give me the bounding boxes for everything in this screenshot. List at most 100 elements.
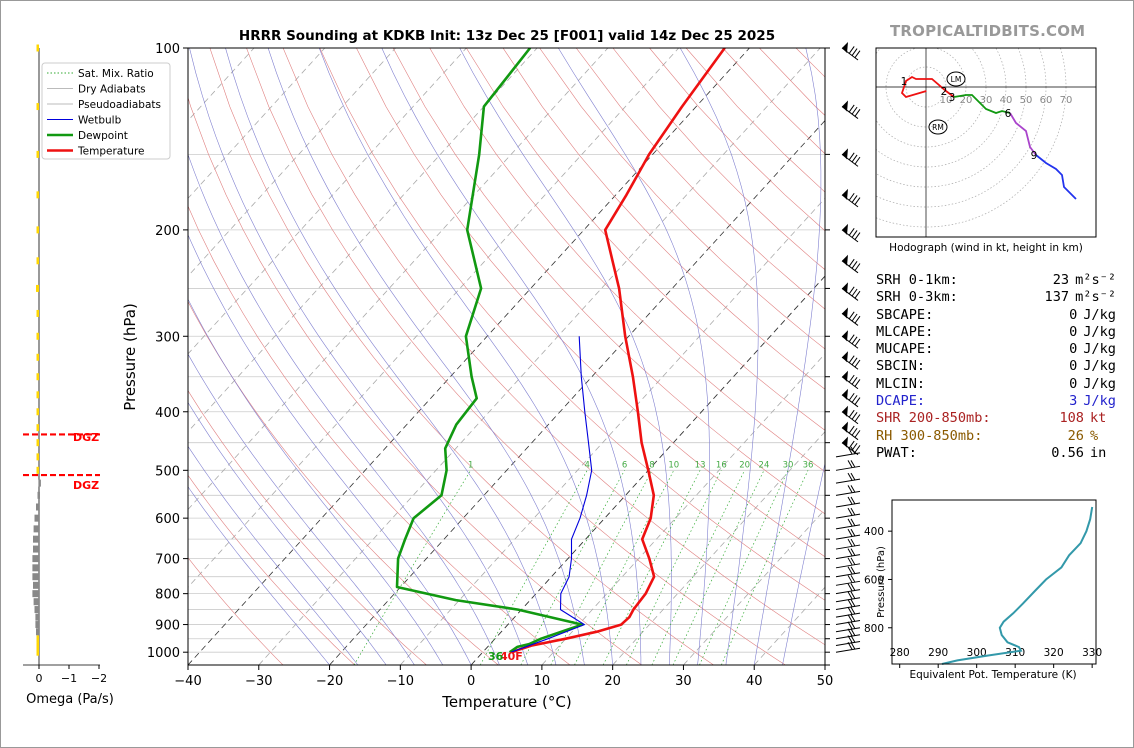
isotherm-line [188,48,750,665]
legend-item-label: Pseudoadiabats [78,99,161,111]
mixing-ratio-line [626,470,722,665]
omega-bar [36,466,39,474]
barb-feather [848,258,855,267]
barb-feather [847,472,853,481]
barb-flag [842,330,848,342]
thetae-x-tick: 330 [1082,647,1102,659]
omega-bar [32,555,39,563]
omega-bar [36,453,39,461]
pseudoadiabat [679,48,759,665]
barb-staff [835,502,861,508]
hodograph-caption: Hodograph (wind in kt, height in km) [889,242,1083,254]
wind-barb [835,591,861,603]
omega-bar [33,535,39,543]
wind-barb [835,528,861,540]
barb-feather [848,392,855,401]
stat-row: MLCAPE: 0 J/kg [876,324,1116,341]
barb-flag [842,100,848,112]
barb-feather [854,397,861,405]
barb-staff [835,634,861,640]
mixing-ratio-line [721,470,809,665]
mixing-ratio-line [550,470,653,665]
y-tick-label: 200 [155,224,180,239]
surface-dewp-label: 36 [488,650,504,663]
barb-feather [851,288,858,297]
wind-barb [835,446,861,458]
barb-staff [835,605,861,611]
x-tick-label: 0 [467,674,475,689]
barb-feather [851,376,858,385]
barb-staff [835,647,861,653]
stat-row: SRH 0-1km: 23 m²s⁻² [876,272,1116,289]
barb-feather [850,485,856,493]
isotherm-line [188,48,538,433]
hodo-segment [1035,154,1077,200]
stat-unit: J/kg [1083,323,1116,340]
y-tick-label: 700 [155,553,180,568]
barb-feather [854,414,861,422]
legend: Sat. Mix. Ratio Dry Adiabats Pseudoadiabat… [41,62,171,160]
dry-adiabat [282,48,825,646]
barb-flag [842,421,848,433]
pseudoadiabat [318,48,613,665]
mixing-ratio-line [651,470,745,665]
barb-feather [848,227,855,236]
barb-feather [850,635,856,643]
barb-feather [847,485,853,493]
stat-label: MUCAPE: [876,341,934,358]
barb-staff [835,627,861,633]
barb-feather [848,286,855,295]
dry-adiabat [319,48,825,601]
barb-feather [851,106,858,115]
mixing-ratio-line [699,470,789,665]
mixing-ratio-label: 24 [759,460,770,470]
barb-feather [850,628,856,636]
dry-adiabat [188,96,642,665]
omega-bar [36,642,39,650]
omega-bar [36,439,39,447]
barb-staff [835,612,861,618]
barb-feather [851,261,858,269]
stat-unit: m²s⁻² [1075,272,1116,288]
hodo-ring-label: 40 [1000,95,1013,106]
omega-bar [33,598,39,606]
pseudoadiabat [189,48,528,665]
barb-feather [847,566,853,574]
barb-feather [847,599,853,607]
mixing-ratio-label: 10 [668,460,679,470]
surface-temp-label: 40F [500,650,523,663]
omega-bar [33,581,39,589]
omega-bar [36,648,39,656]
wind-barb [841,282,861,301]
thetae-x-tick: 320 [1044,647,1064,659]
omega-bar [36,332,39,340]
barb-feather [848,192,855,201]
stat-unit: J/kg [1083,341,1116,358]
pseudoadiabat [782,461,825,665]
dry-adiabat [502,48,825,390]
wind-barb [841,307,861,326]
barb-feather [850,518,856,527]
barb-staff [835,478,861,484]
barb-flag [842,405,848,417]
dry-adiabat [188,389,427,665]
omega-bar [36,309,39,317]
barb-flag [842,254,848,266]
wind-barb [841,254,861,274]
barb-feather [847,591,853,599]
y-tick-label: 600 [155,512,180,527]
mixing-ratio-line [353,470,471,665]
pseudoadiabat [381,48,642,665]
x-axis-label: Temperature (°C) [441,693,571,711]
omega-bar [36,635,39,643]
mixing-ratio-label: 30 [783,460,794,470]
mixing-ratio-line [520,470,625,665]
x-tick-label: −30 [245,674,272,689]
pseudoadiabat [459,48,672,665]
barb-feather [854,108,861,117]
stat-row: SBCAPE: 0 J/kg [876,307,1116,324]
stat-label: SRH 0-3km: [876,289,958,306]
thetae-y-tick: 600 [864,574,884,586]
wind-barb [841,405,861,425]
